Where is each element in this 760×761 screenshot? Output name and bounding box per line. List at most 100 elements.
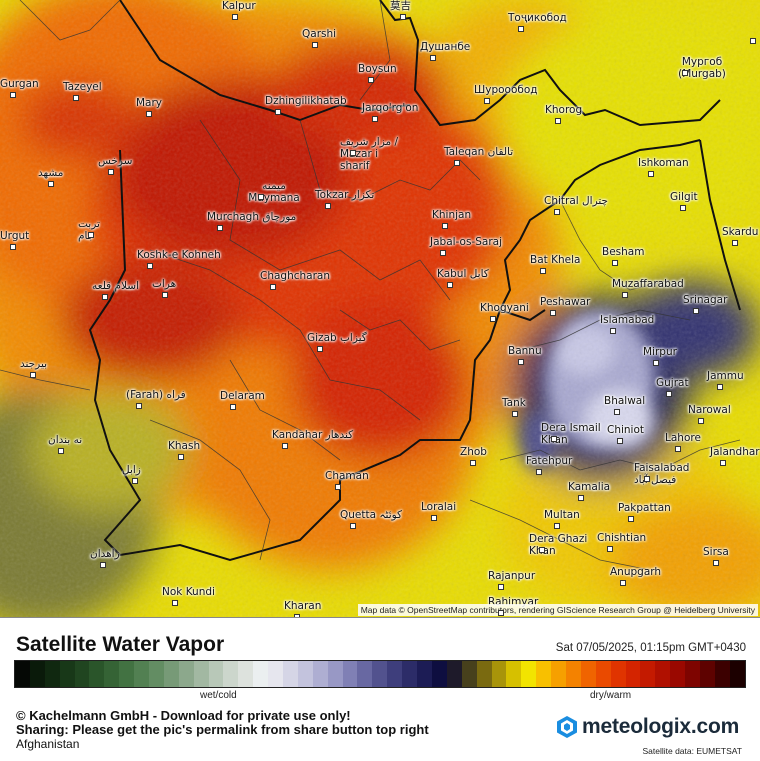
city-marker [512, 411, 518, 417]
city-label: Nok Kundi [162, 586, 215, 598]
city-label: مزار شریف / Mazar i sharif [340, 136, 399, 172]
legend-swatch [29, 661, 45, 687]
city-marker [430, 55, 436, 61]
city-marker [698, 418, 704, 424]
city-marker [610, 328, 616, 334]
city-marker [372, 116, 378, 122]
city-marker [554, 209, 560, 215]
legend-swatch [193, 661, 209, 687]
logo-text: meteologix.com [582, 715, 740, 738]
city-label: اسلام قلعه [92, 280, 140, 292]
city-label: Dzhingilikhatab [265, 95, 347, 107]
city-label: Murchagh مورچاق [207, 211, 297, 223]
legend-swatch [283, 661, 298, 687]
city-marker [325, 203, 331, 209]
city-label: Chaghcharan [260, 270, 331, 282]
city-marker [622, 292, 628, 298]
legend-swatch [655, 661, 671, 687]
legend-swatch [491, 661, 507, 687]
city-label: Qarshi [302, 28, 337, 40]
city-label: زاهدان [90, 548, 120, 560]
city-marker [607, 546, 613, 552]
city-marker [675, 446, 681, 452]
city-marker [232, 14, 238, 20]
meteologix-logo[interactable]: meteologix.com [556, 715, 739, 739]
city-label: Tokzar تکزار [315, 189, 375, 201]
legend-swatch [640, 661, 656, 687]
city-label: Jammu [707, 370, 744, 382]
city-marker [484, 98, 490, 104]
city-label: Bat Khela [530, 254, 581, 266]
legend-swatch [431, 661, 447, 687]
city-label: Khash [168, 440, 201, 452]
city-marker [10, 92, 16, 98]
city-label: Chishtian [597, 532, 647, 544]
city-label: بیرجند [20, 358, 48, 370]
legend-swatch [551, 661, 566, 687]
legend-swatch [685, 661, 700, 687]
legend-swatch [580, 661, 596, 687]
city-marker [294, 614, 300, 617]
city-marker [282, 443, 288, 449]
city-label: Loralai [421, 501, 457, 513]
map-attribution[interactable]: Map data © OpenStreetMap contributors, r… [357, 604, 758, 616]
city-marker [73, 95, 79, 101]
city-marker [178, 454, 184, 460]
legend-swatch [74, 661, 90, 687]
legend-swatch [312, 661, 328, 687]
legend-swatch [149, 661, 164, 687]
sharing-notice: Sharing: Please get the pic's permalink … [16, 722, 429, 737]
legend-swatch [476, 661, 492, 687]
city-marker [648, 171, 654, 177]
city-label: Peshawar [540, 296, 591, 308]
legend-wet-label: wet/cold [200, 690, 237, 701]
city-label: Tazeyel [63, 81, 102, 93]
city-label: Kandahar کندهار [272, 429, 354, 441]
city-label: Khogyani [480, 302, 529, 314]
legend-swatch [223, 661, 239, 687]
city-marker [498, 584, 504, 590]
city-marker [551, 436, 557, 442]
city-marker [614, 409, 620, 415]
legend-swatch [119, 661, 135, 687]
city-label: Delaram [220, 390, 265, 402]
legend-swatch [44, 661, 60, 687]
city-label: Душанбе [420, 41, 471, 53]
city-label: سرخس [98, 155, 133, 167]
city-label: Jabal-os-Saraj [430, 236, 502, 248]
city-marker [554, 523, 560, 529]
city-label: Khorog [545, 104, 583, 116]
city-label: Gurgan [0, 78, 39, 90]
water-vapor-field [0, 0, 760, 617]
city-label: Bhalwal [604, 395, 646, 407]
city-label: Mirpur [643, 346, 677, 358]
city-label: Chiniot [607, 424, 645, 436]
city-label: Multan [544, 509, 580, 521]
city-label: هرات [152, 278, 177, 290]
city-label: Mary [136, 97, 163, 109]
city-marker [680, 205, 686, 211]
city-label: (Farah) فراه [126, 389, 186, 401]
city-label: Kharan [284, 600, 322, 612]
city-marker [258, 194, 264, 200]
city-marker [644, 476, 650, 482]
city-marker [132, 478, 138, 484]
city-label: Dera Ghazi Khan [529, 533, 588, 557]
city-marker [100, 562, 106, 568]
city-marker [350, 150, 356, 156]
city-label: نه بندان [48, 434, 83, 446]
city-marker [400, 14, 406, 20]
city-label: Besham [602, 246, 645, 258]
city-marker [666, 391, 672, 397]
city-marker [539, 547, 545, 553]
city-label: Gujrat [656, 377, 689, 389]
city-label: Muzaffarabad [612, 278, 684, 290]
satellite-map[interactable]: Kalpur 莫吉 Qarshi Тоҷикобод Душанбе Boysu… [0, 0, 760, 617]
city-marker [335, 484, 341, 490]
legend-swatch [238, 661, 254, 687]
legend-swatch [387, 661, 403, 687]
city-label: Faisalabad فیصل آباد [634, 462, 690, 486]
city-label: Bannu [508, 345, 542, 357]
city-marker [30, 372, 36, 378]
legend-swatch [327, 661, 343, 687]
